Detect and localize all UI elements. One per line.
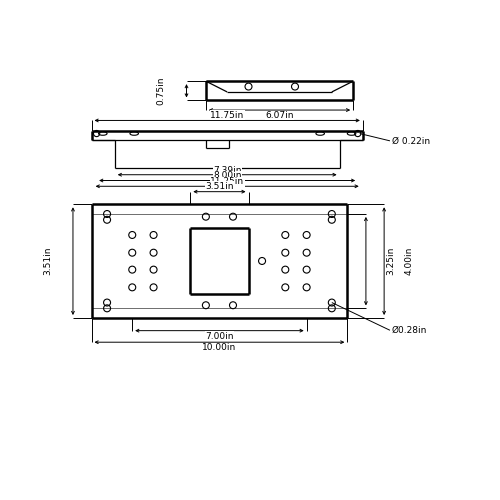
Text: 8.00in: 8.00in [213, 172, 242, 180]
Text: 11.75in: 11.75in [210, 110, 244, 120]
Text: 11.25in: 11.25in [210, 177, 244, 186]
Text: 10.00in: 10.00in [202, 343, 236, 352]
Text: 6.07in: 6.07in [265, 111, 294, 120]
Text: 4.00in: 4.00in [405, 247, 414, 276]
Text: 7.00in: 7.00in [205, 332, 234, 340]
Text: 3.51in: 3.51in [205, 182, 234, 191]
Text: Ø 0.22in: Ø 0.22in [392, 136, 430, 145]
Text: 7.39in: 7.39in [213, 166, 242, 174]
Text: 0.75in: 0.75in [157, 76, 166, 105]
Text: 3.25in: 3.25in [386, 247, 396, 276]
Text: Ø0.28in: Ø0.28in [392, 326, 427, 335]
Text: 3.51in: 3.51in [44, 247, 52, 276]
